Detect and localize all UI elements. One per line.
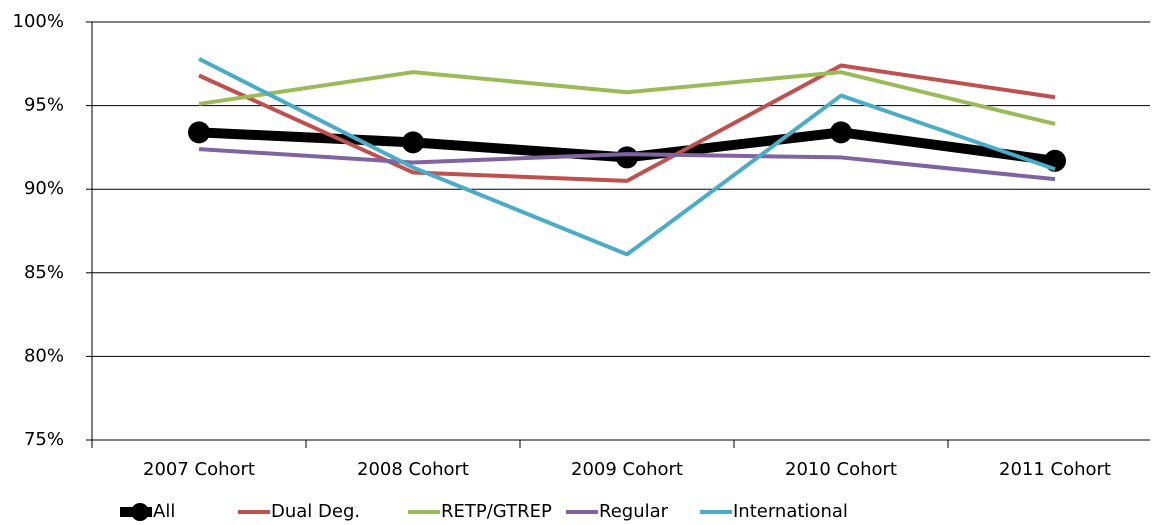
y-tick-label: 90%	[24, 178, 64, 199]
series-line	[198, 57, 1056, 257]
y-tick-label: 85%	[24, 262, 64, 283]
legend-label: Regular	[599, 501, 669, 522]
series-line	[198, 147, 1056, 182]
x-tick-label: 2010 Cohort	[785, 459, 897, 480]
y-tick-label: 75%	[24, 429, 64, 450]
series-line	[198, 70, 1056, 126]
point	[402, 131, 424, 154]
legend-label: All	[153, 501, 175, 522]
point	[616, 146, 638, 169]
x-tick-label: 2009 Cohort	[571, 459, 683, 480]
y-tick-label: 95%	[24, 95, 64, 116]
series-line	[198, 63, 1056, 183]
y-tick-label: 100%	[13, 11, 64, 32]
legend-label: Dual Deg.	[271, 501, 360, 522]
legend-marker	[131, 503, 149, 521]
x-tick-label: 2007 Cohort	[143, 459, 255, 480]
point	[188, 121, 210, 144]
x-tick-label: 2011 Cohort	[999, 459, 1111, 480]
x-tick-label: 2008 Cohort	[357, 459, 469, 480]
point	[830, 121, 852, 144]
legend-label: RETP/GTREP	[441, 501, 552, 522]
legend-label: International	[733, 501, 848, 522]
y-tick-label: 80%	[24, 345, 64, 366]
